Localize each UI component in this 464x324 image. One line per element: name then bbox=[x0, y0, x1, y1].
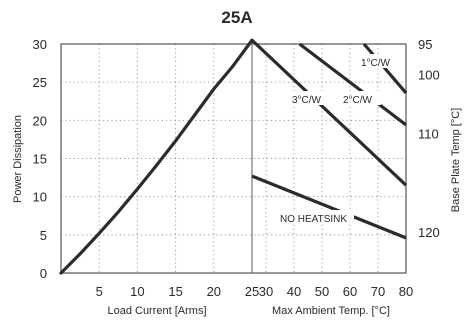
label-gap-1cw bbox=[359, 54, 397, 68]
right-tick-labels: 95 100 110 120 bbox=[418, 37, 440, 240]
x-tick-label: 40 bbox=[287, 284, 301, 299]
x-tick-labels: 5 10 15 20 25 30 40 50 60 70 80 bbox=[96, 284, 414, 299]
y-axis-label: Power Dissipation bbox=[12, 115, 24, 203]
chart-title: 25A bbox=[221, 8, 252, 27]
derating-line-3cw bbox=[250, 39, 408, 187]
label-3cw: 3°C/W bbox=[292, 95, 322, 106]
x-tick-label: 15 bbox=[168, 284, 182, 299]
y-tick-labels: 0 5 10 15 20 25 30 bbox=[33, 37, 47, 281]
y-tick-label: 15 bbox=[33, 152, 47, 167]
label-2cw: 2°C/W bbox=[343, 95, 373, 106]
x-axis-label-right: Max Ambient Temp. [°C] bbox=[272, 305, 390, 317]
x-tick-label: 50 bbox=[315, 284, 329, 299]
label-no-heatsink: NO HEATSINK bbox=[280, 214, 347, 225]
y-tick-label: 25 bbox=[33, 75, 47, 90]
right-tick-label: 95 bbox=[418, 37, 432, 52]
power-dissipation-curve bbox=[59, 38, 254, 275]
x-tick-label: 70 bbox=[371, 284, 385, 299]
right-tick-label: 110 bbox=[418, 126, 439, 141]
plot-frame bbox=[60, 43, 407, 274]
y-tick-label: 5 bbox=[40, 228, 47, 243]
series-layer bbox=[59, 38, 408, 275]
y-tick-label: 10 bbox=[33, 190, 47, 205]
y-tick-label: 0 bbox=[40, 266, 47, 281]
derating-line-1cw bbox=[362, 42, 408, 94]
label-gap-noheatsink bbox=[278, 210, 354, 224]
x-axis-label-left: Load Current [Arms] bbox=[107, 305, 206, 317]
x-tick-label: 20 bbox=[207, 284, 221, 299]
x-tick-label: 60 bbox=[343, 284, 357, 299]
right-tick-label: 100 bbox=[418, 68, 440, 83]
x-tick-label: 10 bbox=[130, 284, 144, 299]
y-tick-label: 20 bbox=[33, 113, 47, 128]
right-axis-label: Base Plate Temp [°C] bbox=[450, 108, 462, 212]
x-tick-label: 25 bbox=[245, 284, 259, 299]
label-gap-3cw bbox=[289, 91, 331, 105]
grid bbox=[61, 44, 406, 273]
x-tick-label: 80 bbox=[399, 284, 413, 299]
right-tick-label: 120 bbox=[418, 225, 440, 240]
label-1cw: 1°C/W bbox=[361, 58, 391, 69]
label-gap-2cw bbox=[341, 91, 381, 105]
derating-line-2cw bbox=[298, 42, 407, 127]
derating-line-no-heatsink bbox=[251, 174, 407, 240]
y-tick-label: 30 bbox=[33, 37, 47, 52]
x-tick-label: 30 bbox=[259, 284, 273, 299]
x-tick-label: 5 bbox=[96, 284, 103, 299]
